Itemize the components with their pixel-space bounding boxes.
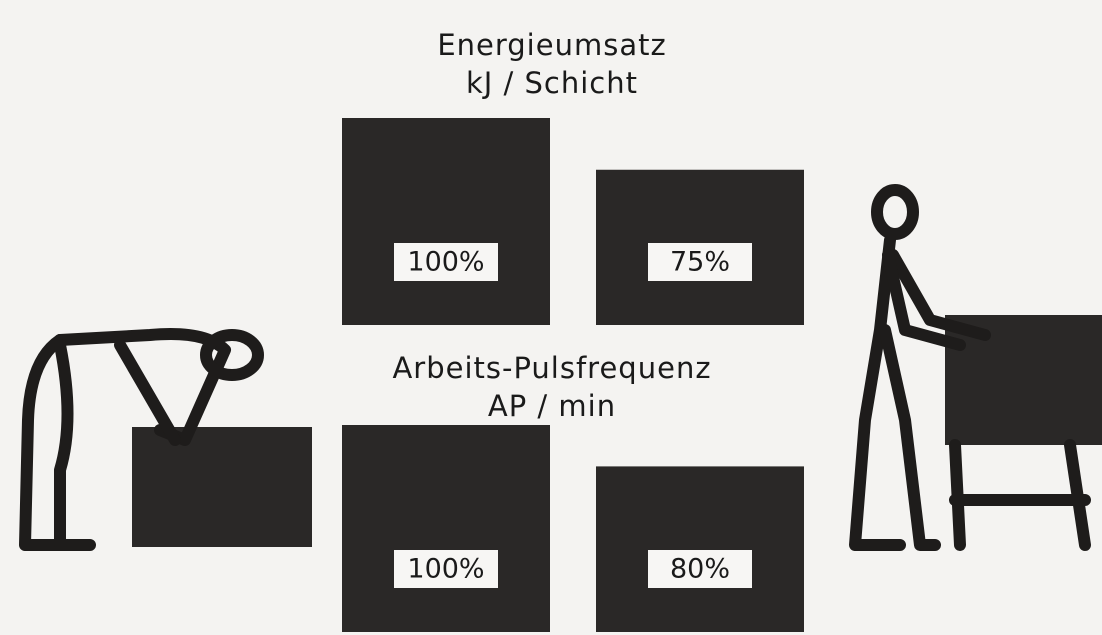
chart-subtitle: AP / min: [488, 389, 616, 423]
chart-subtitle: kJ / Schicht: [466, 66, 638, 100]
bar: [342, 425, 550, 632]
figure: Energieumsatz kJ / Schicht 100% 75% Arbeits-…: [0, 0, 1102, 635]
standing-worker: [855, 190, 1102, 545]
value-label: 75%: [670, 247, 730, 278]
bending-worker: [25, 334, 312, 547]
bar: [596, 466, 804, 632]
value-label: 80%: [670, 554, 730, 585]
chart-title: Arbeits-Pulsfrequenz: [392, 351, 711, 385]
chart-title: Energieumsatz: [437, 28, 666, 62]
bar: [342, 118, 550, 325]
value-label: 100%: [407, 247, 484, 278]
value-label: 100%: [407, 554, 484, 585]
